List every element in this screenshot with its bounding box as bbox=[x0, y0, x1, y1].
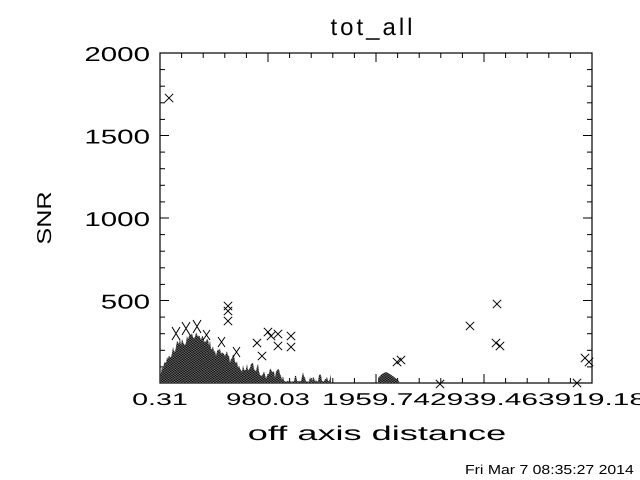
svg-text:980.03: 980.03 bbox=[226, 390, 310, 409]
svg-text:tot_all: tot_all bbox=[330, 14, 415, 41]
svg-text:0.31: 0.31 bbox=[132, 390, 188, 409]
svg-text:1959.74: 1959.74 bbox=[322, 390, 430, 409]
svg-text:2000: 2000 bbox=[84, 44, 150, 66]
svg-text:500: 500 bbox=[101, 292, 150, 314]
svg-text:SNR: SNR bbox=[34, 191, 56, 244]
svg-text:3919.18: 3919.18 bbox=[538, 390, 640, 409]
svg-text:Fri Mar 7 08:35:27 2014: Fri Mar 7 08:35:27 2014 bbox=[465, 462, 634, 477]
svg-text:2939.46: 2939.46 bbox=[430, 390, 538, 409]
svg-text:off axis distance: off axis distance bbox=[248, 423, 506, 445]
svg-text:1000: 1000 bbox=[84, 209, 150, 231]
svg-text:1500: 1500 bbox=[84, 127, 150, 149]
